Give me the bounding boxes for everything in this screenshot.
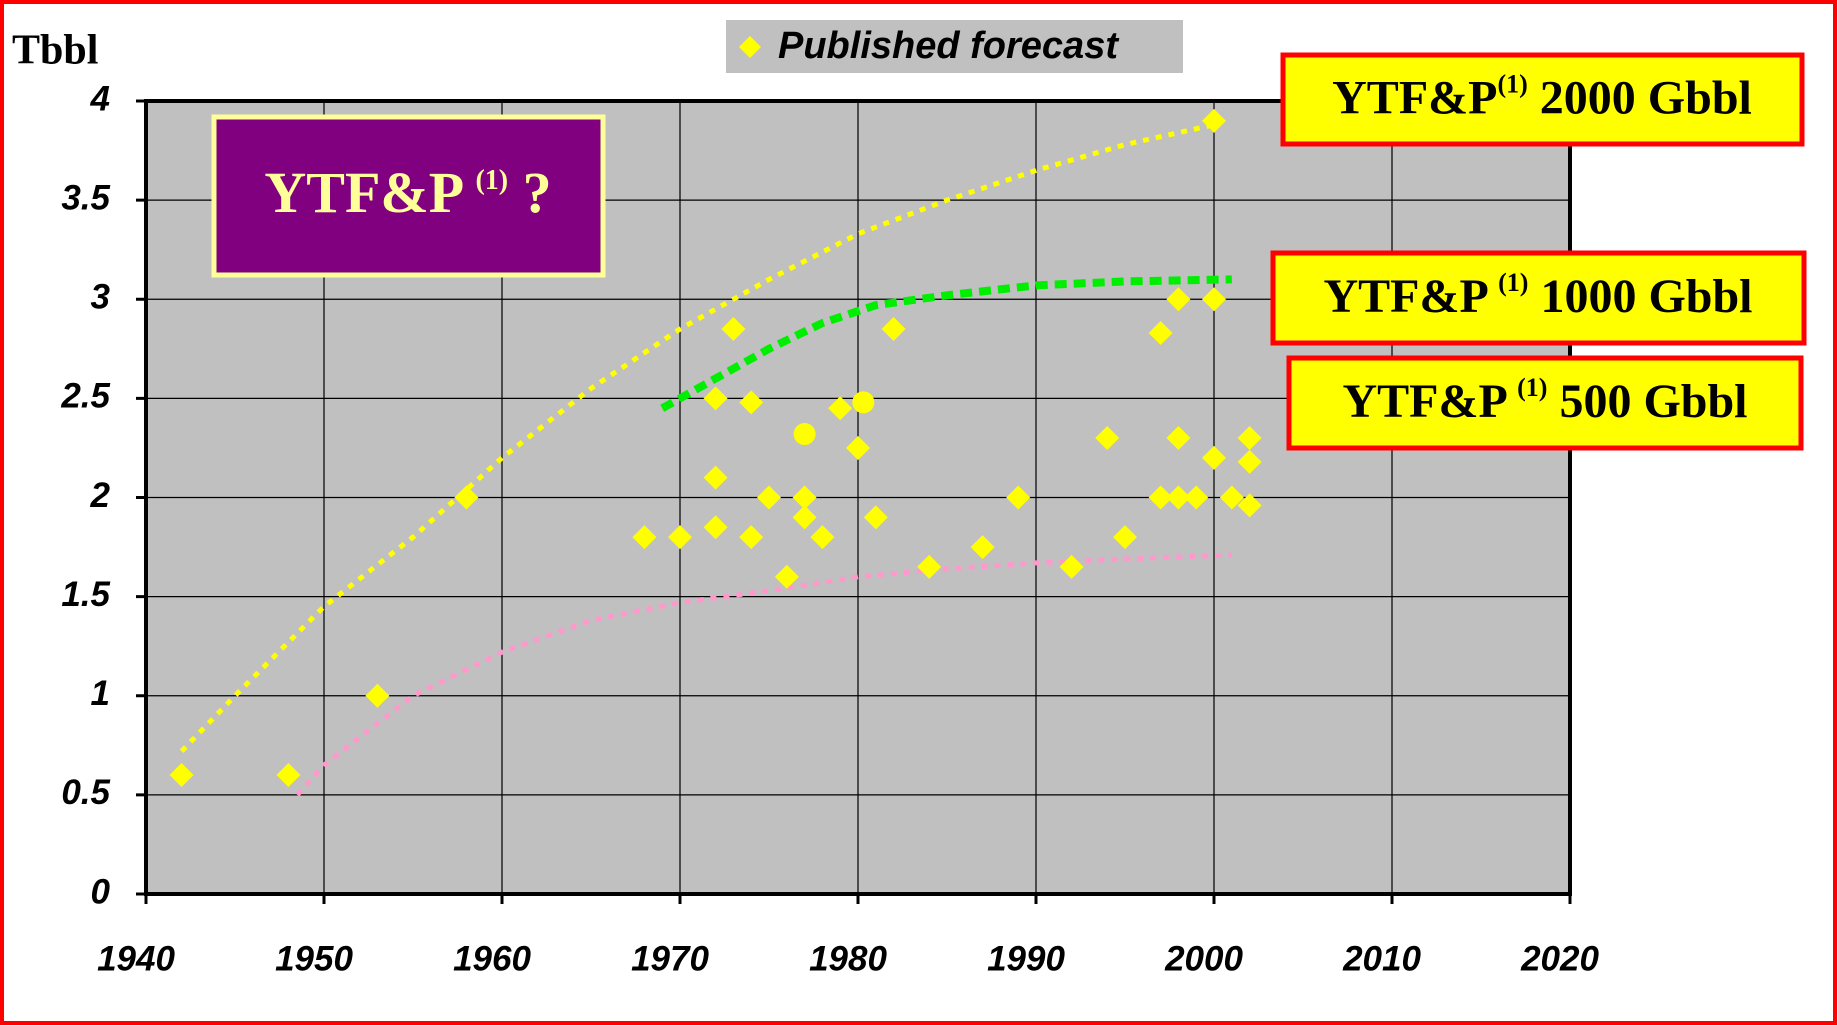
- y-tick-label: 4: [90, 79, 110, 118]
- point: [1166, 485, 1191, 510]
- point: [852, 391, 875, 414]
- x-tick-label: 2020: [1520, 939, 1599, 978]
- x-tick-label: 2000: [1164, 939, 1243, 978]
- annotation-text: YTF&P(1) 2000 Gbbl: [1332, 69, 1752, 124]
- point: [917, 554, 942, 579]
- point: [1202, 287, 1226, 312]
- point: [169, 763, 194, 788]
- point: [1202, 445, 1226, 470]
- point: [828, 396, 853, 421]
- plot-border: [144, 99, 1572, 896]
- point: [703, 465, 728, 490]
- annotation-text: YTF&P (1) ?: [264, 160, 551, 225]
- x-tick-label: 1950: [275, 939, 353, 978]
- point: [739, 525, 764, 550]
- y-tick-label: 2: [90, 476, 111, 515]
- point: [1006, 485, 1031, 510]
- annotation-box: [1270, 250, 1807, 346]
- point: [846, 435, 870, 460]
- annotation-main: YTF&P: [1332, 72, 1497, 125]
- trend-curve: [179, 122, 1215, 753]
- annotation-main: YTF&P: [1342, 375, 1517, 428]
- annotation-text: YTF&P (1) 1000 Gbbl: [1323, 268, 1752, 323]
- y-tick-label: 0: [91, 872, 111, 911]
- point: [1148, 320, 1173, 345]
- x-tick-label: 1960: [453, 939, 531, 978]
- trend-curve: [660, 275, 1232, 412]
- annotation-rest: 1000 Gbbl: [1528, 270, 1752, 323]
- annotation-box: [211, 114, 606, 278]
- point: [1148, 485, 1173, 510]
- x-tick-label: 1990: [987, 939, 1065, 978]
- y-tick-label: 1.5: [61, 575, 110, 614]
- point: [1113, 525, 1137, 550]
- point: [810, 525, 835, 550]
- point: [1237, 493, 1262, 518]
- y-tick-label: 3.5: [61, 178, 110, 217]
- point: [668, 525, 692, 550]
- trend-curve: [295, 552, 1232, 797]
- point: [1059, 554, 1084, 579]
- annotation-sup: (1): [1517, 373, 1547, 402]
- y-axis-label: Tbbl: [12, 28, 98, 74]
- x-tick-label: 1970: [631, 939, 709, 978]
- annotation-rest: ?: [508, 160, 552, 225]
- point: [703, 386, 728, 411]
- legend-box: [726, 20, 1183, 73]
- annotation-main: YTF&P: [264, 160, 475, 225]
- annotation-sup: (1): [475, 165, 508, 196]
- point: [1237, 449, 1262, 474]
- point: [863, 505, 888, 530]
- point: [739, 390, 764, 415]
- point: [757, 485, 781, 510]
- point: [276, 763, 301, 788]
- x-tick-label: 2010: [1342, 939, 1421, 978]
- point: [1095, 426, 1120, 451]
- y-tick-label: 2.5: [60, 377, 110, 416]
- point: [721, 316, 746, 341]
- point: [1184, 485, 1209, 510]
- point: [774, 564, 799, 589]
- y-tick-label: 0.5: [61, 773, 110, 812]
- annotation-box: [1280, 52, 1805, 147]
- point: [792, 485, 817, 510]
- point: [632, 525, 657, 550]
- point: [1219, 485, 1244, 510]
- point: [703, 515, 728, 540]
- x-tick-label: 1940: [97, 939, 175, 978]
- legend-label: Published forecast: [778, 25, 1119, 67]
- y-tick-label: 3: [91, 278, 111, 317]
- point: [454, 485, 479, 510]
- point: [1202, 108, 1226, 133]
- point: [970, 535, 995, 560]
- annotation-sup: (1): [1497, 69, 1527, 98]
- legend-marker: [739, 36, 761, 58]
- annotation-rest: 2000 Gbbl: [1528, 72, 1752, 125]
- annotation-text: YTF&P (1) 500 Gbbl: [1342, 373, 1747, 428]
- point: [1166, 287, 1191, 312]
- point: [792, 505, 817, 530]
- point: [365, 683, 390, 708]
- point: [793, 423, 816, 446]
- point: [1166, 426, 1191, 451]
- x-tick-label: 1980: [809, 939, 887, 978]
- point: [881, 316, 906, 341]
- annotation-rest: 500 Gbbl: [1547, 375, 1747, 428]
- annotation-main: YTF&P: [1323, 270, 1498, 323]
- y-tick-label: 1: [91, 674, 110, 713]
- annotation-box: [1286, 355, 1804, 451]
- annotation-sup: (1): [1498, 268, 1528, 297]
- point: [1237, 426, 1262, 451]
